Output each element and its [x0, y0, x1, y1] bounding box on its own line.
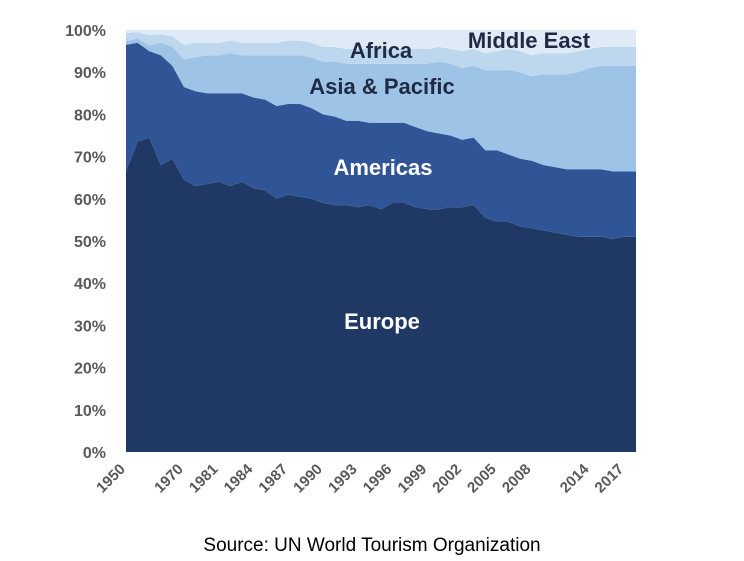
series-label-europe: Europe [344, 309, 420, 334]
x-tick-label: 2014 [557, 460, 593, 496]
area-americas [126, 42, 636, 239]
series-labels: Africa Middle East Asia & Pacific Americ… [309, 28, 591, 334]
area-series-group [126, 30, 636, 452]
x-tick-label: 1990 [290, 461, 326, 497]
y-tick-label: 50% [74, 234, 106, 251]
x-tick-label: 2008 [499, 461, 535, 497]
area-europe [126, 137, 636, 452]
x-tick-label: 1996 [360, 461, 396, 497]
series-label-africa: Africa [350, 38, 413, 63]
area-asia-pacific [126, 38, 636, 172]
series-label-middle-east: Middle East [468, 28, 591, 53]
x-tick-label: 2002 [429, 461, 465, 497]
x-axis-ticks: 1950 1970 1981 1984 1987 1990 1993 1996 1999 2002… [93, 460, 627, 496]
x-tick-label: 1984 [221, 460, 257, 496]
y-tick-label: 80% [74, 107, 106, 124]
x-tick-label: 2017 [592, 461, 628, 497]
y-tick-label: 90% [74, 65, 106, 82]
y-tick-label: 40% [74, 276, 106, 293]
source-caption: Source: UN World Tourism Organization [203, 535, 541, 556]
x-tick-label: 1993 [325, 461, 361, 497]
y-tick-label: 10% [74, 403, 106, 420]
y-axis-ticks: 0% 10% 20% 30% 40% 50% 60% 70% 80% 90% 100% [65, 23, 106, 462]
stacked-area-chart: 0%10%20%30%40%50%60%70%80%90%100% 1950 19… [65, 23, 636, 496]
y-tick-label: 70% [74, 150, 106, 167]
x-tick-label: 1987 [255, 461, 291, 497]
y-tick-label: 100% [65, 23, 106, 40]
y-tick-label: 30% [74, 318, 106, 335]
area-africa [126, 32, 636, 77]
y-tick-label: 60% [74, 192, 106, 209]
area-middle-east [126, 30, 636, 56]
series-label-asia-pacific: Asia & Pacific [309, 74, 455, 99]
x-tick-label: 1999 [395, 461, 431, 497]
x-tick-label: 2005 [464, 461, 500, 497]
x-tick-label: 1970 [151, 461, 187, 497]
series-label-americas: Americas [333, 155, 432, 180]
y-tick-label: 20% [74, 361, 106, 378]
x-tick-label: 1981 [186, 461, 222, 497]
y-tick-label: 0% [83, 445, 106, 462]
x-tick-label: 1950 [93, 461, 129, 497]
